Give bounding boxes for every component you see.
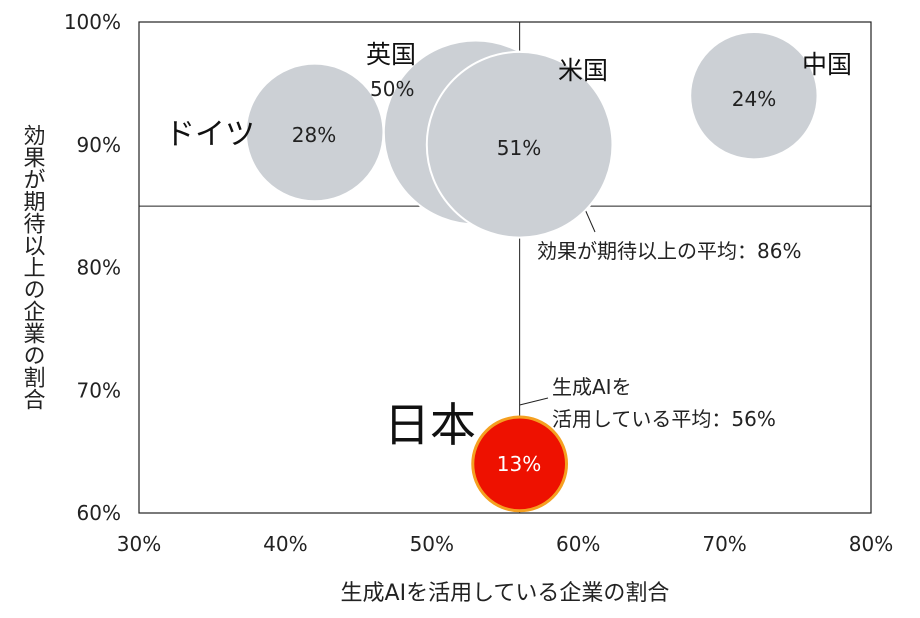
- bubble-label-germany: 28%: [292, 123, 336, 147]
- y-tick-label: 80%: [77, 256, 121, 280]
- x-average-label-line1: 生成AIを: [552, 375, 632, 399]
- x-tick-label: 70%: [702, 532, 746, 556]
- x-tick-label: 60%: [556, 532, 600, 556]
- x-axis-title: 生成AIを活用している企業の割合: [341, 581, 670, 606]
- x-tick-label: 50%: [410, 532, 454, 556]
- bubble-us: [425, 50, 614, 239]
- x-average-label-line2: 活用している平均：56%: [552, 407, 776, 431]
- y-tick-labels: 60% 70% 80% 90% 100%: [64, 10, 121, 525]
- y-average-label: 効果が期待以上の平均：86%: [537, 239, 801, 263]
- country-label-japan: 日本: [384, 398, 476, 452]
- country-label-china: 中国: [802, 50, 852, 79]
- plot-frame: [138, 21, 872, 514]
- y-tick-label: 60%: [77, 501, 121, 525]
- bubble-china: [689, 30, 819, 161]
- bubble-label-us: 51%: [497, 136, 541, 160]
- y-tick-label: 100%: [64, 10, 121, 34]
- x-tick-label: 30%: [117, 532, 161, 556]
- country-label-uk: 英国: [366, 40, 416, 69]
- x-tick-label: 80%: [849, 532, 893, 556]
- x-tick-labels: 30% 40% 50% 60% 70% 80%: [117, 532, 893, 556]
- x-average-leader: [519, 397, 549, 406]
- x-tick-label: 40%: [263, 532, 307, 556]
- country-label-uk-value: 50%: [370, 77, 414, 101]
- y-axis-title: 効果が期待以上の企業の割合: [20, 124, 46, 410]
- bubbles: [244, 30, 819, 513]
- y-tick-label: 90%: [77, 133, 121, 157]
- bubble-label-japan: 13%: [497, 452, 541, 476]
- country-label-us: 米国: [558, 56, 608, 85]
- y-tick-label: 70%: [77, 378, 121, 402]
- bubble-label-china: 24%: [732, 87, 776, 111]
- bubble-japan: [471, 415, 569, 513]
- country-label-germany: ドイツ: [165, 117, 255, 152]
